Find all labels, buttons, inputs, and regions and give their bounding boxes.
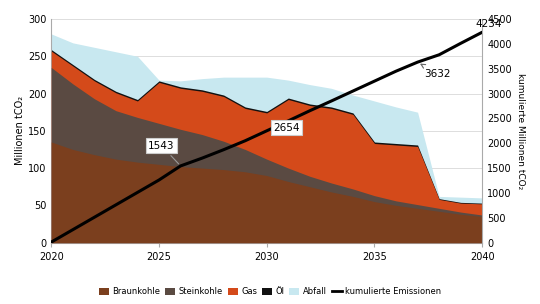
Y-axis label: Millionen tCO₂: Millionen tCO₂ <box>15 96 25 165</box>
Y-axis label: kumulierte Millionen tCO₂: kumulierte Millionen tCO₂ <box>516 73 525 189</box>
Legend: Braunkohle, Steinkohle, Gas, Öl, Abfall, kumulierte Emissionen: Braunkohle, Steinkohle, Gas, Öl, Abfall,… <box>96 284 444 300</box>
Text: 4234: 4234 <box>476 19 502 29</box>
Text: 3632: 3632 <box>421 64 450 79</box>
Text: 1543: 1543 <box>148 140 179 164</box>
Text: 2654: 2654 <box>273 123 300 133</box>
